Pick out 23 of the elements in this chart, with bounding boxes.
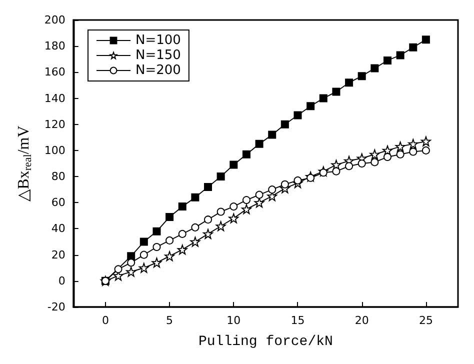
legend-label: N=150 [136,48,181,63]
y-axis-title: △Bxreal/mV [16,125,34,202]
y-tick-label: 0 [58,274,66,288]
legend-label: N=200 [136,63,181,78]
y-tick-label: -20 [47,300,66,314]
y-tick-label: 80 [51,170,66,184]
x-axis-title: Pulling force/kN [198,334,333,350]
y-tick-label: 180 [44,40,66,53]
y-tick-label: 40 [51,222,66,236]
x-tick-label: 15 [290,314,305,327]
legend-label: N=100 [136,33,181,48]
x-tick-label: 10 [226,314,241,327]
x-tick-label: 5 [166,314,174,327]
x-tick-label: 20 [354,314,369,327]
y-tick-label: 120 [44,118,66,131]
y-tick-label: 60 [51,196,66,210]
x-tick-label: 25 [418,314,433,327]
y-tick-label: 200 [44,14,66,26]
x-tick-label: 0 [102,314,109,327]
y-tick-label: 100 [44,144,66,157]
y-tick-label: 160 [44,66,66,79]
y-tick-label: 20 [51,248,66,262]
y-tick-label: 140 [44,92,66,105]
